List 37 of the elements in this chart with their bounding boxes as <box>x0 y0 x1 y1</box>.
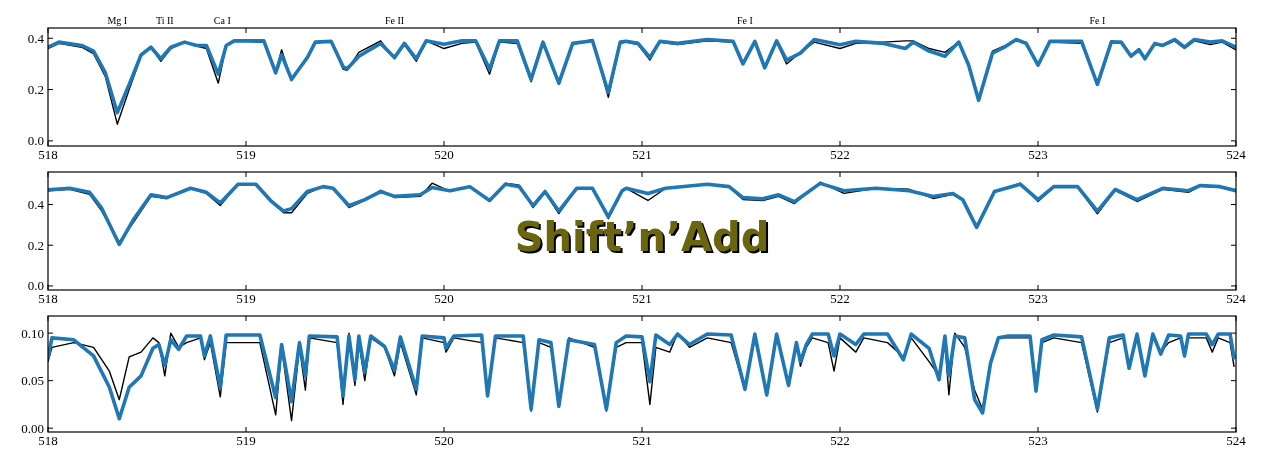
text: Mg I <box>107 15 128 26</box>
x-tick-label: 523 <box>1028 291 1048 306</box>
y-tick-label: 0.4 <box>27 197 45 213</box>
text: Ti II <box>155 15 174 26</box>
x-tick-label: 519 <box>236 433 256 448</box>
y-tick-label: 0.4 <box>27 30 45 46</box>
x-tick-label: 524 <box>1226 291 1247 306</box>
x-tick-label: 518 <box>38 147 58 162</box>
x-tick-label: 522 <box>830 291 850 306</box>
y-tick-label: 0.2 <box>27 237 44 253</box>
x-tick-label: 521 <box>632 291 652 306</box>
y-tick-label: 0.00 <box>21 420 44 436</box>
x-tick-label: 518 <box>38 291 58 306</box>
x-tick-label: 519 <box>236 291 256 306</box>
text: Fe I <box>737 15 753 26</box>
y-tick-label: 0.05 <box>21 373 44 389</box>
x-tick-label: 521 <box>632 433 652 448</box>
x-tick-label: 519 <box>236 147 256 162</box>
text: Ca I <box>213 15 231 26</box>
y-tick-label: 0.0 <box>27 133 44 149</box>
x-tick-label: 524 <box>1226 433 1247 448</box>
text: Fe I <box>1089 15 1106 26</box>
x-tick-label: 524 <box>1226 147 1247 162</box>
x-tick-label: 520 <box>434 147 454 162</box>
x-tick-label: 520 <box>434 291 454 306</box>
x-tick-label: 523 <box>1028 147 1048 162</box>
y-tick-label: 0.0 <box>27 278 44 294</box>
text: Fe II <box>384 15 405 26</box>
x-tick-label: 522 <box>830 433 850 448</box>
y-tick-label: 0.2 <box>27 82 44 98</box>
annotation: Shift’n’Add <box>516 216 772 262</box>
x-tick-label: 521 <box>632 147 652 162</box>
x-tick-label: 518 <box>38 433 58 448</box>
x-tick-label: 522 <box>830 147 850 162</box>
y-tick-label: 0.10 <box>21 325 44 341</box>
x-tick-label: 520 <box>434 433 454 448</box>
x-tick-label: 523 <box>1028 433 1048 448</box>
